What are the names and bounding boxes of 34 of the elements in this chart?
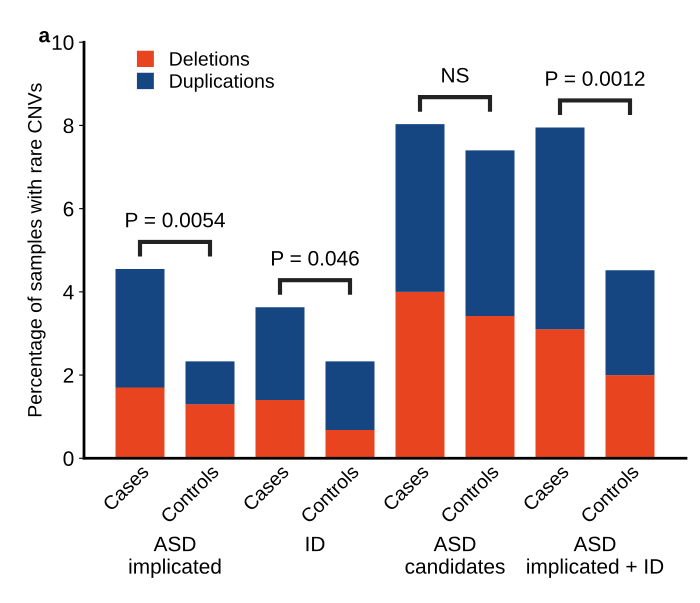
- text: ASD implicated + ID: [527, 536, 664, 578]
- y-tick-label: 6: [64, 202, 74, 216]
- text: a: [39, 31, 50, 42]
- bar: [606, 270, 654, 376]
- y-tick-label: 4: [63, 285, 74, 300]
- bar: [396, 292, 444, 458]
- legend-label: Deletions: [170, 51, 250, 66]
- text: ID: [306, 536, 324, 552]
- bar: [396, 124, 444, 292]
- bar: [116, 268, 164, 388]
- bar: [186, 361, 234, 404]
- annotation: P = 0.046: [272, 250, 359, 266]
- y-tick-label: 8: [64, 118, 74, 134]
- legend-label: Duplications: [170, 74, 274, 92]
- y-tick-label: 0: [64, 451, 74, 466]
- bar: [606, 375, 654, 458]
- bar: [326, 430, 374, 458]
- y-tick-label: 2: [64, 368, 74, 383]
- bar: [536, 128, 584, 330]
- bar: [536, 329, 584, 458]
- annotation: P = 0.0054: [126, 212, 225, 228]
- y-axis-title: Percentage of samples with rare CNVs: [27, 83, 46, 416]
- bar: [326, 361, 374, 430]
- text: ASD candidates: [406, 536, 505, 574]
- bar: [256, 400, 304, 458]
- y-tick-label: 10: [52, 35, 74, 50]
- text: ASD implicated: [130, 536, 221, 578]
- bar: [466, 150, 514, 316]
- bar: [256, 307, 304, 400]
- bar: [116, 388, 164, 458]
- bar: [466, 316, 514, 458]
- bar: [186, 404, 234, 458]
- annotation: P = 0.0012: [546, 71, 644, 86]
- annotation: NS: [442, 68, 469, 83]
